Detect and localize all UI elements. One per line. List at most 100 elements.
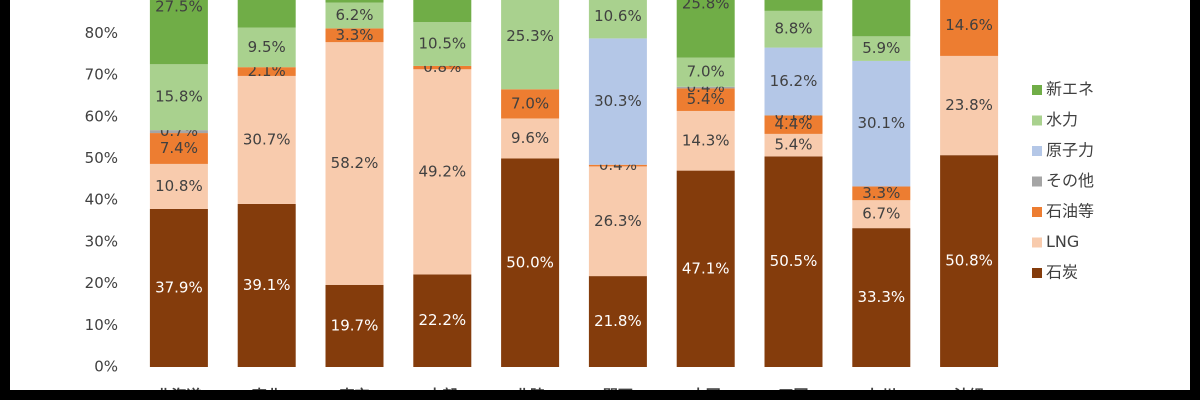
legend-swatch: [1032, 146, 1042, 156]
legend-swatch: [1032, 115, 1042, 126]
data-label: 19.7%: [331, 316, 379, 334]
data-label: 0.1%: [950, 0, 988, 3]
legend-swatch: [1032, 268, 1042, 278]
legend-label: 新エネ: [1046, 80, 1094, 99]
data-label: 10.8%: [155, 177, 203, 195]
y-tick-label: 80%: [85, 24, 118, 42]
data-label: 6.2%: [335, 6, 373, 24]
bar-segment: [940, 0, 999, 56]
bar-segment: [413, 69, 472, 275]
y-tick-label: 40%: [85, 191, 118, 209]
bar-segment: [676, 110, 735, 171]
data-label: 9.6%: [511, 129, 549, 147]
bar-segment: [764, 10, 823, 48]
data-label: 26.3%: [594, 212, 642, 230]
bar-segment: [940, 155, 999, 367]
x-tick-label: 東北: [252, 387, 282, 400]
data-label: 3.3%: [335, 26, 373, 44]
data-label: 50.5%: [770, 252, 818, 270]
bar-segment: [852, 200, 911, 229]
y-tick-label: 60%: [85, 107, 118, 125]
x-tick-label: 中国: [691, 387, 721, 400]
bar-segment: [413, 0, 472, 23]
bar-segment: [237, 0, 296, 28]
legend-swatch: [1032, 237, 1042, 248]
bar-segment: [501, 0, 560, 90]
data-label: 25.8%: [682, 0, 730, 12]
bar-segment: [149, 133, 208, 164]
data-label: 37.9%: [155, 278, 203, 296]
bar-segment: [764, 0, 823, 11]
data-label: 14.3%: [682, 131, 730, 149]
legend-label: 水力: [1046, 110, 1078, 129]
bar-segment: [676, 170, 735, 367]
bar-segment: [764, 156, 823, 367]
x-tick-label: 関西: [603, 387, 633, 400]
bar-segment: [149, 163, 208, 209]
bar-segment: [413, 22, 472, 66]
data-label: 7.4%: [160, 139, 198, 157]
legend-swatch: [1032, 207, 1042, 217]
legend-swatch: [1032, 176, 1042, 187]
bar-segment: [325, 28, 384, 43]
data-label: 22.2%: [418, 311, 466, 329]
data-label: 9.5%: [248, 38, 286, 56]
bar-segment: [237, 67, 296, 76]
data-label: 7.0%: [511, 94, 549, 112]
bar-segment: [852, 0, 911, 37]
x-tick-label: 沖縄: [954, 387, 984, 400]
data-label: 21.8%: [594, 312, 642, 330]
data-label: 16.2%: [770, 72, 818, 90]
bar-segment: [325, 2, 384, 29]
data-label: 23.8%: [945, 96, 993, 114]
bar-segment: [413, 65, 472, 70]
bar-segment: [940, 55, 999, 156]
data-label: 6.7%: [862, 205, 900, 223]
data-label: 8.8%: [774, 20, 812, 38]
y-tick-label: 10%: [85, 316, 118, 334]
bar-segment: [325, 0, 384, 3]
bar-segment: [852, 186, 911, 201]
legend-label: LNG: [1046, 232, 1079, 251]
bar-segment: [588, 38, 647, 165]
bar-segment: [149, 208, 208, 367]
bar-segment: [676, 57, 735, 87]
data-label: 30.7%: [243, 130, 291, 148]
bar-segment: [588, 276, 647, 367]
bar-segment: [588, 164, 647, 167]
data-label: 4.4%: [774, 115, 812, 133]
x-tick-label: 九州: [865, 387, 896, 400]
data-label: 14.6%: [945, 16, 993, 34]
y-tick-label: 30%: [85, 232, 118, 250]
data-label: 10.6%: [594, 7, 642, 25]
bar-segment: [237, 27, 296, 68]
data-label: 3.3%: [862, 184, 900, 202]
bar-segment: [501, 118, 560, 159]
bar-segment: [676, 88, 735, 111]
bar-segment: [852, 228, 911, 367]
data-label: 7.0%: [687, 63, 725, 81]
legend-label: 石炭: [1046, 263, 1078, 282]
bar-segment: [237, 75, 296, 204]
bar-segment: [764, 133, 823, 157]
data-label: 5.4%: [774, 136, 812, 154]
data-label: 30.3%: [594, 92, 642, 110]
data-label: 39.1%: [243, 276, 291, 294]
bar-segment: [764, 115, 823, 134]
data-label: 10.5%: [418, 35, 466, 53]
data-label: 30.1%: [857, 114, 905, 132]
bar-segment: [149, 64, 208, 131]
data-label: 5.4%: [687, 90, 725, 108]
data-label: 50.0%: [506, 253, 554, 271]
y-tick-label: 0%: [94, 358, 118, 376]
y-tick-label: 20%: [85, 274, 118, 292]
legend-label: 原子力: [1046, 141, 1094, 160]
data-label: 33.3%: [857, 288, 905, 306]
data-label: 15.8%: [155, 88, 203, 106]
data-label: 50.8%: [945, 252, 993, 270]
data-label: 27.5%: [155, 0, 203, 15]
x-tick-label: 東京: [339, 387, 369, 400]
x-tick-label: 北海道: [156, 387, 201, 400]
bar-segment: [588, 166, 647, 277]
